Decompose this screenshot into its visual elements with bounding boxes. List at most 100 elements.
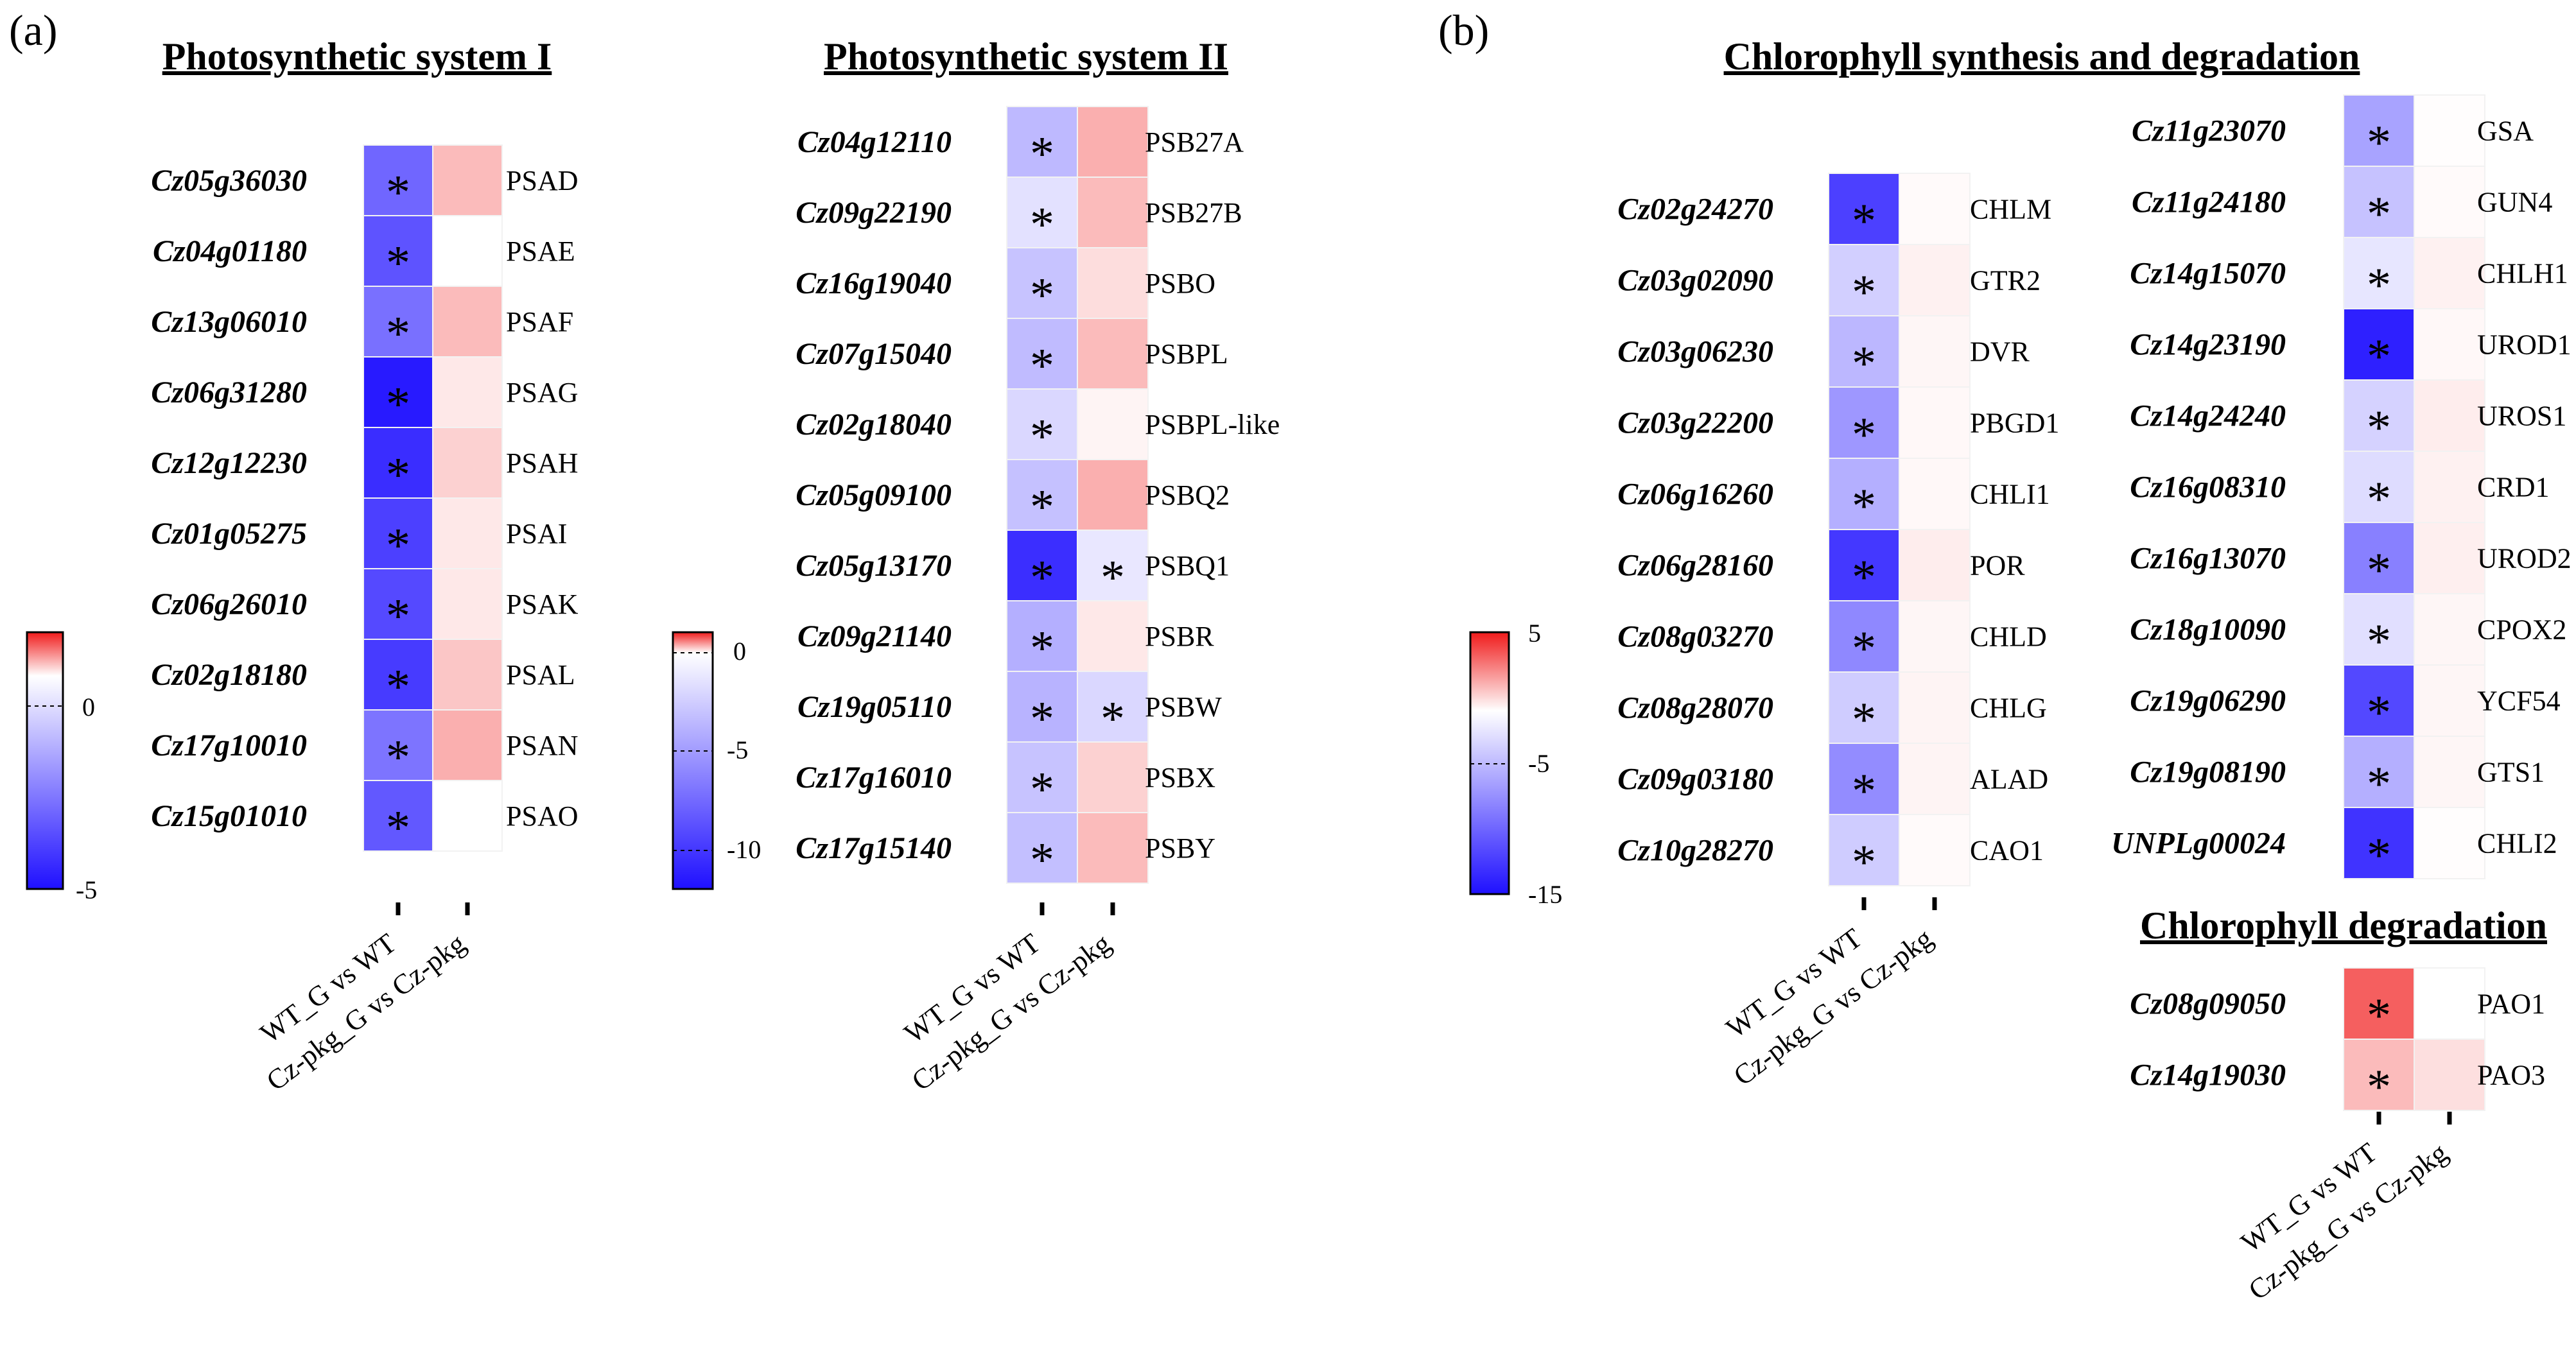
heatmap-cell: [1077, 530, 1149, 601]
gene-label: Cz01g05275: [151, 517, 307, 551]
heatmap-cell: [2414, 967, 2485, 1040]
significance-star: *: [1852, 622, 1876, 676]
heatmap-cell: [1006, 530, 1078, 601]
gene-label: Cz03g06230: [1617, 335, 1773, 369]
heatmap-cell: [1077, 600, 1149, 672]
protein-label: GTR2: [1970, 265, 2041, 297]
significance-star: *: [1852, 836, 1876, 890]
gene-label: Cz02g18180: [151, 658, 307, 692]
significance-star: *: [386, 236, 410, 290]
gene-label: Cz10g28270: [1617, 834, 1773, 868]
scale-2-tick-0: 0: [733, 637, 746, 666]
significance-star: *: [2367, 1060, 2391, 1114]
heatmap-cell: [432, 709, 503, 781]
heatmap-cell: [2414, 664, 2485, 737]
scale-1-tick-1: -5: [76, 875, 97, 904]
significance-star: *: [2367, 615, 2391, 669]
protein-label: PSBPL-like: [1145, 409, 1280, 440]
protein-label: PSAO: [506, 800, 579, 832]
heatmap-cell: [363, 709, 433, 781]
significance-star: *: [1852, 693, 1876, 747]
protein-label: PSAH: [506, 447, 579, 479]
gene-label: Cz09g21140: [797, 619, 952, 653]
protein-label: UROS1: [2477, 401, 2566, 432]
gene-label: Cz02g24270: [1617, 193, 1773, 227]
protein-label: PSBR: [1145, 621, 1214, 652]
gene-label: Cz05g13170: [796, 549, 952, 583]
gene-label: Cz12g12230: [151, 446, 307, 480]
heatmap-cell: [1828, 458, 1900, 530]
heatmap-cell: [1828, 600, 1900, 673]
heatmap-cell: [432, 568, 503, 640]
protein-label: CHLG: [1970, 693, 2047, 724]
significance-star: *: [2367, 544, 2391, 598]
protein-label: GSA: [2477, 116, 2534, 147]
protein-label: CHLI2: [2477, 828, 2557, 859]
protein-label: PSBY: [1145, 832, 1215, 864]
protein-label: PSAL: [506, 659, 575, 691]
gene-label: Cz14g23190: [2130, 328, 2286, 362]
significance-star: *: [2367, 401, 2391, 455]
protein-label: CHLD: [1970, 621, 2047, 653]
panel-label-b: (b): [1438, 6, 1489, 55]
protein-label: GUN4: [2477, 187, 2552, 218]
heatmap-5: Chlorophyll degradation Cz08g09050 * PAO1 Cz…: [2130, 904, 2547, 1306]
gene-label: Cz18g10090: [2130, 613, 2286, 647]
heatmap-cell: [2414, 807, 2485, 879]
protein-label: PAO3: [2477, 1060, 2545, 1091]
color-scale-1-bar: [26, 631, 64, 890]
protein-label: PSAN: [506, 730, 579, 761]
heatmap-cell: [363, 780, 433, 852]
protein-label: PSAE: [506, 236, 575, 267]
heatmap-cell: [2414, 308, 2485, 381]
significance-star: *: [386, 307, 410, 361]
significance-star: *: [1030, 833, 1054, 887]
significance-star: *: [1852, 408, 1876, 462]
gene-label: Cz08g09050: [2130, 987, 2286, 1021]
heatmap-cell: [432, 144, 503, 216]
heatmap-cell: [432, 639, 503, 711]
heatmap-cell: [1828, 315, 1900, 388]
heatmap-cell: [1077, 741, 1149, 813]
protein-label: CAO1: [1970, 835, 2044, 867]
protein-label: POR: [1970, 550, 2025, 582]
significance-star: *: [2367, 829, 2391, 883]
gene-label: Cz05g09100: [796, 478, 952, 512]
heatmap-cell: [2414, 736, 2485, 808]
heatmap-cell: [432, 215, 503, 287]
protein-label: PSBX: [1145, 762, 1215, 793]
protein-label: PSAF: [506, 306, 573, 338]
heatmap-cell: [1899, 244, 1971, 316]
scale-1-tick-0: 0: [82, 693, 95, 721]
gene-label: Cz03g02090: [1617, 264, 1773, 298]
heatmaps: Photosynthetic system I Cz05g36030 * PSAD Cz…: [151, 35, 2571, 1306]
heatmap-cell: [432, 780, 503, 852]
gene-label: Cz09g03180: [1617, 763, 1773, 797]
protein-label: CHLH1: [2477, 258, 2568, 289]
significance-star: *: [2367, 330, 2391, 384]
gene-label: Cz17g16010: [796, 761, 952, 795]
heatmap-cell: [1828, 244, 1900, 316]
heatmap-3: Chlorophyll synthesis and degradation Cz0…: [1617, 35, 2360, 1092]
gene-label: Cz05g36030: [151, 164, 307, 198]
gene-label: Cz11g24180: [2132, 185, 2286, 220]
significance-star: *: [1852, 764, 1876, 818]
gene-label: Cz16g08310: [2130, 470, 2286, 504]
protein-label: UROD2: [2477, 543, 2572, 574]
significance-star: *: [2367, 116, 2391, 170]
significance-star: *: [386, 660, 410, 714]
heatmap-cell: [1828, 529, 1900, 601]
gene-label: Cz14g15070: [2130, 257, 2286, 291]
gene-label: Cz07g15040: [796, 337, 952, 371]
gene-label: Cz08g03270: [1617, 620, 1773, 654]
significance-star: *: [1101, 551, 1125, 605]
heatmap-cell: [432, 427, 503, 499]
gene-label: Cz06g28160: [1617, 549, 1773, 583]
protein-label: PBGD1: [1970, 408, 2059, 439]
significance-star: *: [1030, 268, 1054, 322]
gene-label: Cz06g26010: [151, 587, 307, 621]
gene-label: Cz14g19030: [2130, 1058, 2286, 1092]
heatmap-cell: [363, 144, 433, 216]
heatmap-cell: [1006, 106, 1078, 178]
heatmap-cell: [432, 356, 503, 428]
